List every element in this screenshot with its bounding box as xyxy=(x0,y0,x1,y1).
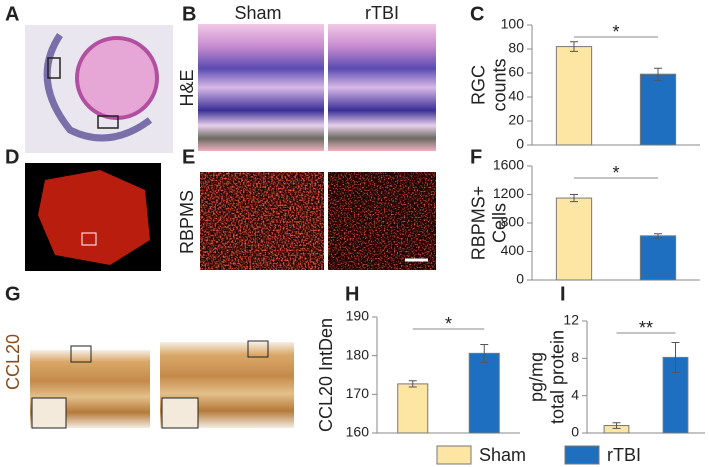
y-tick-label: 0 xyxy=(516,136,524,152)
image-e-sham-texture xyxy=(200,172,324,270)
legend-label: Sham xyxy=(479,445,526,465)
image-label: rTBI xyxy=(365,3,399,23)
bar xyxy=(397,383,429,434)
legend-swatch xyxy=(564,445,600,465)
inset xyxy=(31,397,67,429)
image-e-rtbi-texture xyxy=(328,172,436,270)
y-tick-label: 160 xyxy=(346,424,370,440)
y-axis-label: Cells xyxy=(489,203,509,243)
inset xyxy=(161,397,199,429)
y-axis-label: CCL20 IntDen xyxy=(316,318,336,432)
y-tick-label: 80 xyxy=(508,40,524,56)
image-label: RBPMS xyxy=(177,190,197,254)
panel-label: D xyxy=(5,146,19,168)
box xyxy=(70,345,92,363)
y-tick-label: 170 xyxy=(346,385,370,401)
y-tick-label: 40 xyxy=(508,88,524,104)
bar xyxy=(468,352,500,434)
significance: * xyxy=(612,163,619,183)
significance: ** xyxy=(639,318,653,338)
y-tick-label: 0 xyxy=(571,424,579,440)
panel-label: I xyxy=(560,283,566,305)
error-bar xyxy=(671,341,680,373)
y-tick-label: 190 xyxy=(346,308,370,324)
y-tick-label: 8 xyxy=(571,349,579,365)
y-tick-label: 100 xyxy=(501,16,525,32)
significance: * xyxy=(612,22,619,42)
y-tick-label: 1200 xyxy=(493,185,524,201)
bar xyxy=(555,46,593,146)
y-tick-label: 20 xyxy=(508,112,524,128)
error-bar xyxy=(570,194,578,203)
y-tick-label: 800 xyxy=(501,214,525,230)
panel-label: H xyxy=(345,283,359,305)
y-tick-label: 1600 xyxy=(493,157,524,173)
image-label: Sham xyxy=(234,3,281,23)
image-label: CCL20 xyxy=(3,334,23,390)
y-axis-label: RBPMS+ xyxy=(468,186,488,261)
error-bar xyxy=(480,343,489,363)
panel-label: E xyxy=(182,146,195,168)
panel-label: A xyxy=(5,3,19,25)
image-b-rtbi xyxy=(328,24,436,151)
panel-label: B xyxy=(182,3,196,25)
bar xyxy=(639,235,677,281)
panel-label: F xyxy=(470,146,482,168)
box xyxy=(47,57,61,79)
error-bar xyxy=(654,233,662,239)
legend-label: rTBI xyxy=(607,445,641,465)
y-tick-label: 4 xyxy=(571,386,579,402)
image-label: H&E xyxy=(177,69,197,106)
y-axis-label: counts xyxy=(489,58,509,111)
bar xyxy=(555,197,593,281)
error-bar xyxy=(408,380,417,388)
error-bar xyxy=(612,422,621,429)
box xyxy=(81,232,97,246)
box xyxy=(247,340,269,358)
significance: * xyxy=(445,314,452,334)
legend-swatch xyxy=(436,445,472,465)
y-tick-label: 0 xyxy=(516,271,524,287)
flatmount xyxy=(38,170,150,265)
y-axis-label: pg/mg xyxy=(526,352,546,402)
y-tick-label: 180 xyxy=(346,346,370,362)
error-bar xyxy=(570,41,578,52)
y-tick-label: 60 xyxy=(508,64,524,80)
error-bar xyxy=(654,67,662,81)
images xyxy=(25,24,436,429)
panel-label: G xyxy=(5,283,21,305)
y-axis-label: total protein xyxy=(547,330,567,424)
y-tick-label: 400 xyxy=(501,242,525,258)
y-tick-label: 12 xyxy=(563,312,579,328)
lens xyxy=(75,36,159,120)
bar xyxy=(639,73,677,146)
y-axis-label: RGC xyxy=(468,65,488,105)
panel-label: C xyxy=(470,3,484,25)
image-b-sham xyxy=(198,24,324,151)
box xyxy=(97,115,119,129)
